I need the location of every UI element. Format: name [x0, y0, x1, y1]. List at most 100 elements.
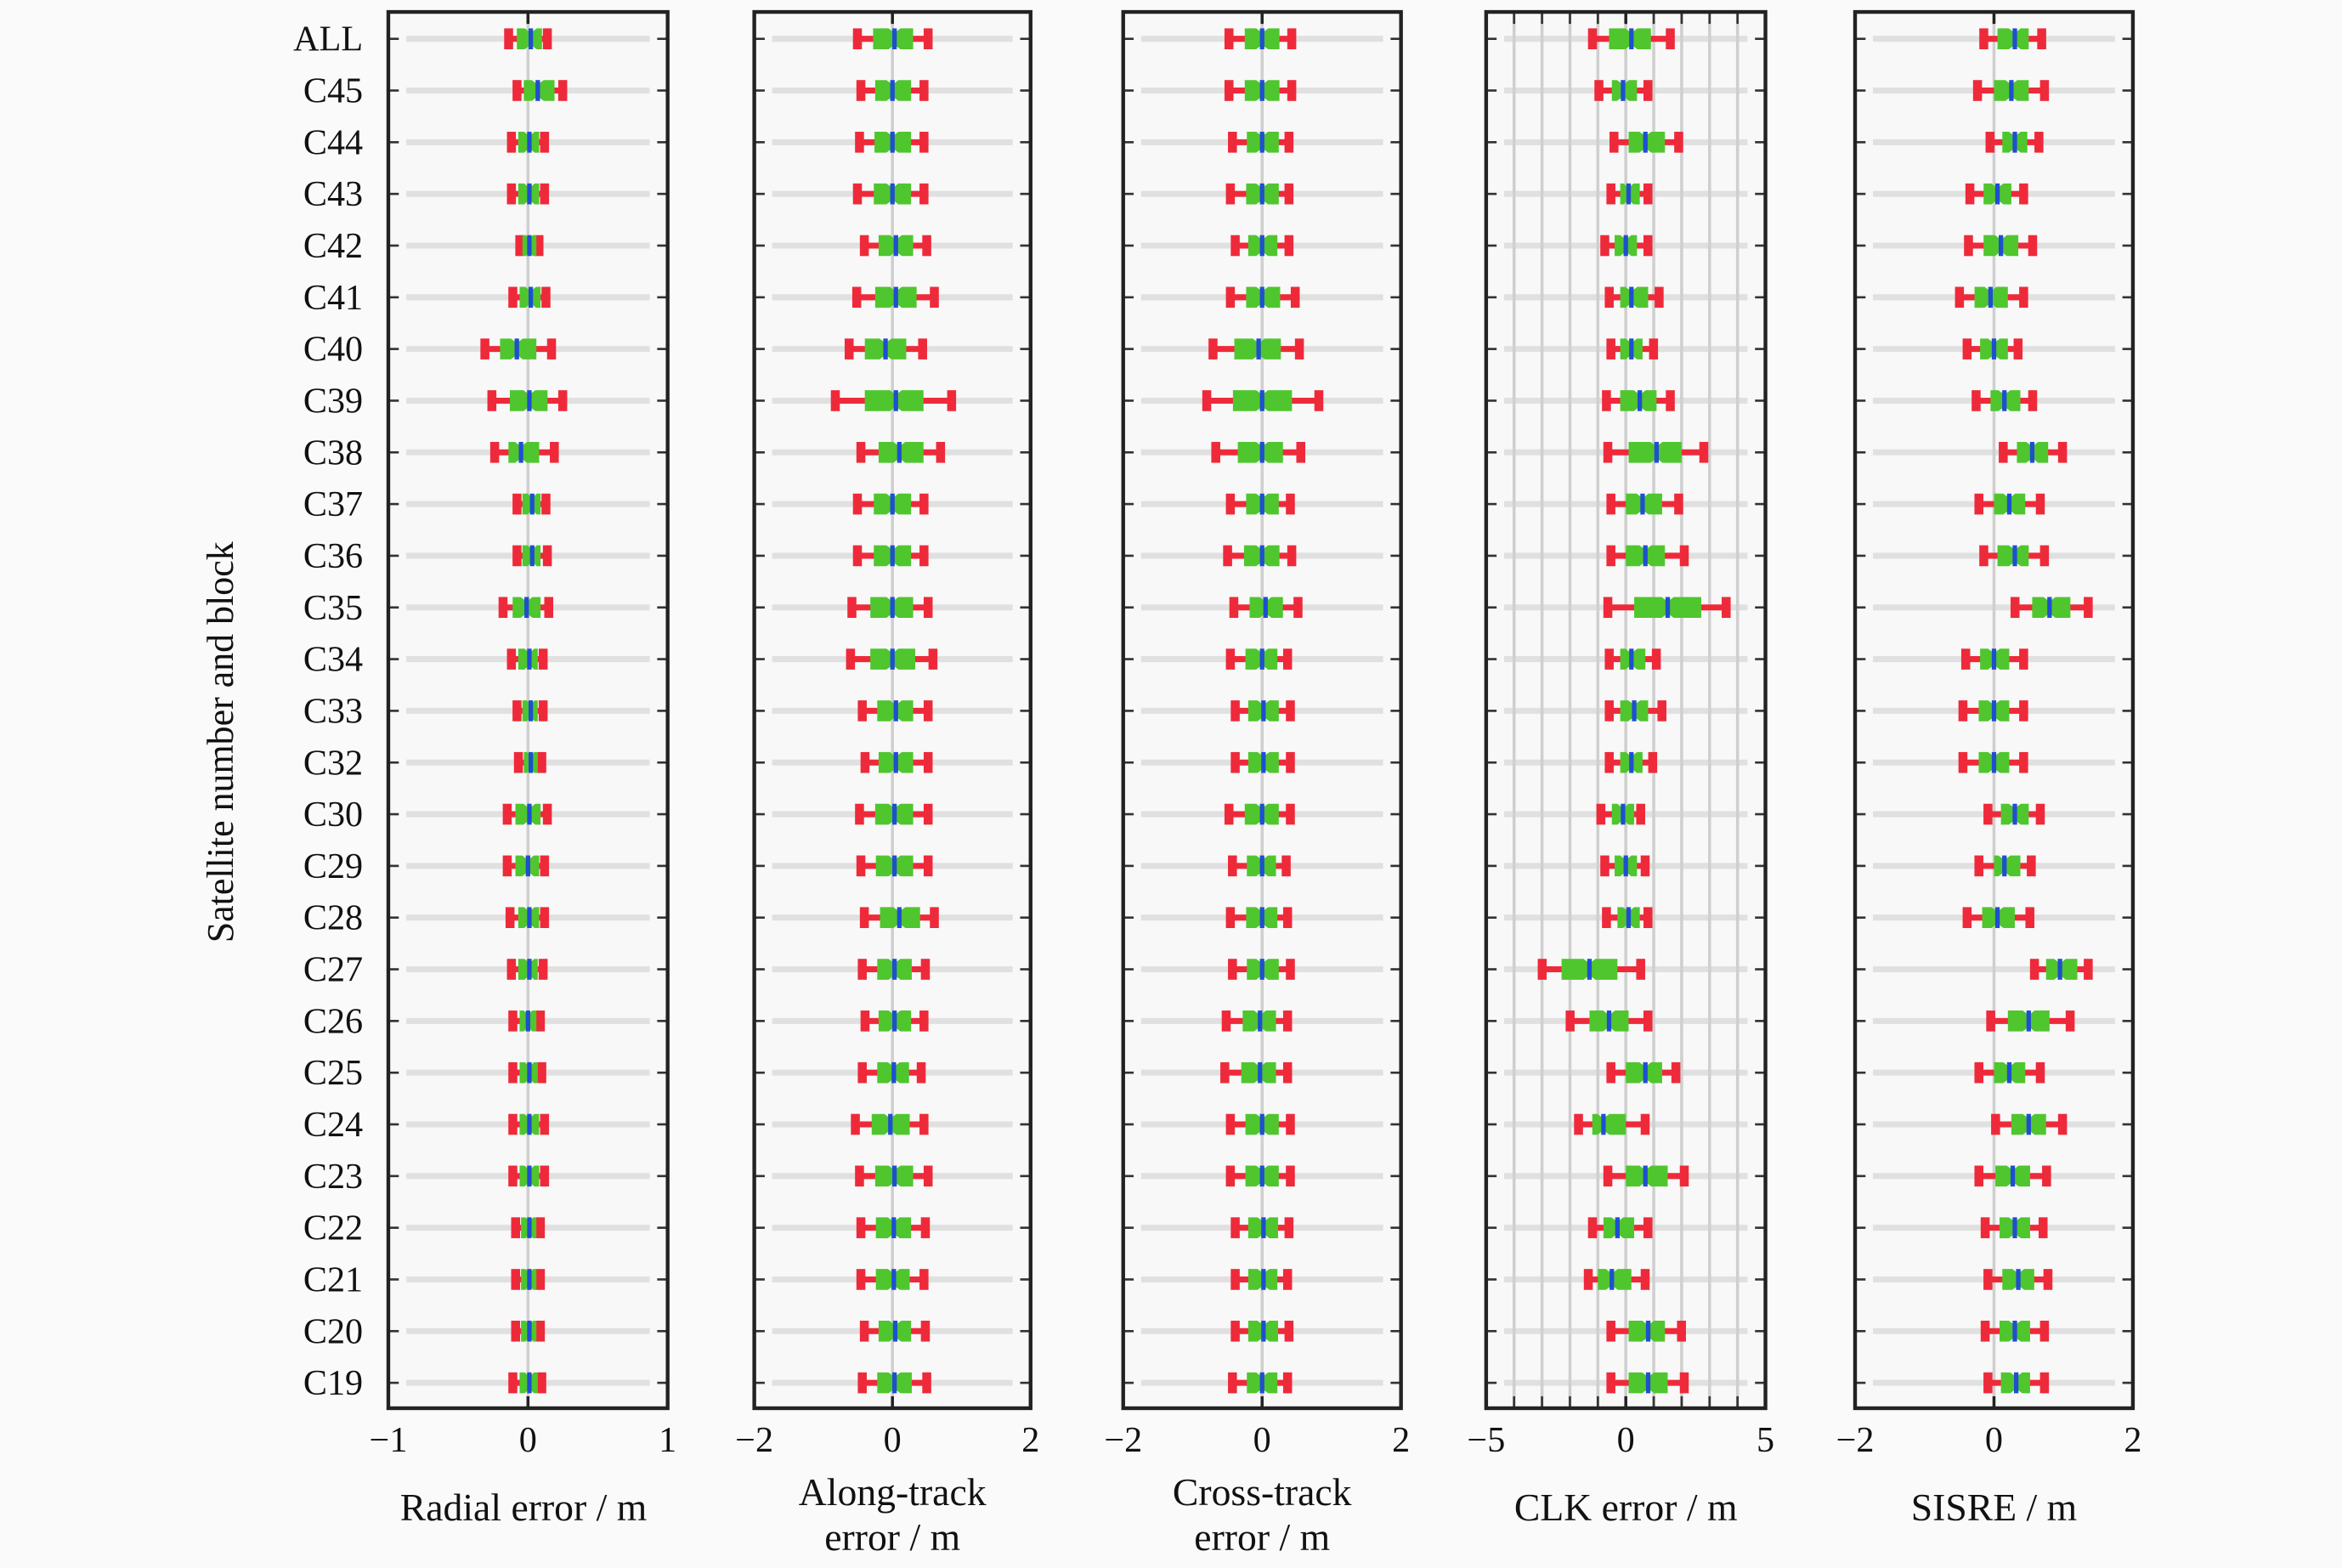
whisker-cap-high: [537, 1372, 546, 1394]
whisker-cap-high: [538, 959, 548, 980]
x-axis-label: Cross-track: [1173, 1470, 1352, 1514]
median-line: [892, 1320, 898, 1342]
median-line: [1259, 959, 1264, 980]
box-C28: [1602, 907, 1653, 928]
whisker-cap-high: [1640, 855, 1650, 877]
row-label: C26: [303, 1001, 363, 1041]
median-line: [1643, 1061, 1648, 1084]
box-C39: [487, 390, 568, 411]
median-line: [2029, 441, 2035, 463]
whisker-cap-high: [1722, 597, 1731, 619]
whisker-cap-high: [540, 1165, 550, 1187]
whisker-cap-high: [2028, 390, 2038, 411]
box-C38: [1211, 441, 1306, 463]
box-ALL: [852, 28, 933, 49]
row-label: C21: [303, 1260, 363, 1300]
whisker-cap-high: [1286, 493, 1295, 515]
box-C24: [1225, 1113, 1295, 1135]
whisker-cap-high: [1287, 545, 1297, 567]
whisker-cap-high: [1284, 1320, 1294, 1342]
panel-clk: −5 0 5 CLK error / m: [1467, 9, 1774, 1529]
box-C21: [1583, 1269, 1650, 1290]
median-line: [1621, 803, 1626, 825]
whisker-cap-high: [2019, 700, 2028, 722]
row-label: C28: [303, 898, 363, 938]
whisker-cap-low: [1983, 803, 1993, 825]
whisker-cap-high: [542, 545, 552, 567]
whisker-cap-high: [537, 1061, 546, 1084]
axes-frame: [1484, 9, 1768, 1411]
whisker-cap-low: [1972, 80, 1983, 101]
box-C26: [1986, 1010, 2075, 1032]
whisker-cap-high: [2057, 441, 2068, 463]
whisker-cap-high: [1287, 80, 1297, 101]
whisker-cap-high: [542, 28, 552, 49]
box-C42: [1600, 235, 1653, 257]
axes-frame: [386, 9, 670, 1411]
box-C34: [1225, 648, 1293, 670]
row-label: C27: [303, 950, 363, 990]
box-C32: [860, 751, 933, 773]
whisker-cap-low: [1606, 1372, 1615, 1394]
box-C42: [859, 235, 931, 257]
whisker-cap-low: [1602, 907, 1611, 928]
box-C35: [1603, 597, 1731, 619]
row-label: C25: [303, 1053, 363, 1093]
x-tick-label: −2: [735, 1420, 773, 1460]
whisker-cap-low: [508, 1372, 518, 1394]
median-line: [1643, 545, 1648, 567]
median-line: [1259, 648, 1264, 670]
median-line: [893, 751, 898, 773]
axes-frame: [1853, 9, 2136, 1411]
median-line: [2002, 390, 2007, 411]
median-line: [1991, 648, 1997, 670]
box-C37: [1974, 493, 2045, 515]
whisker-cap-low: [859, 235, 869, 257]
box-C28: [505, 907, 550, 928]
median-line: [1645, 1372, 1651, 1394]
whisker-cap-low: [1985, 132, 1995, 153]
whisker-cap-high: [923, 751, 933, 773]
whisker-cap-low: [1230, 1269, 1240, 1290]
whisker-cap-high: [1666, 28, 1675, 49]
whisker-cap-low: [512, 80, 522, 101]
whisker-cap-low: [855, 132, 864, 153]
whisker-cap-high: [916, 1061, 926, 1084]
box-C35: [498, 597, 554, 619]
median-line: [527, 183, 532, 205]
whisker-cap-low: [1606, 1320, 1615, 1342]
box-C26: [1221, 1010, 1293, 1032]
whisker-cap-low: [1991, 1113, 2000, 1135]
whisker-cap-high: [550, 441, 559, 463]
whisker-cap-low: [1974, 855, 1984, 877]
whisker-cap-high: [540, 132, 550, 153]
whisker-cap-high: [1643, 907, 1653, 928]
whisker-cap-high: [2065, 1010, 2075, 1032]
box-C40: [1208, 338, 1304, 359]
box-ALL: [504, 28, 552, 49]
box-C19: [508, 1372, 546, 1394]
whisker-cap-high: [2019, 751, 2028, 773]
whisker-cap-low: [506, 959, 517, 980]
box-C33: [1230, 700, 1295, 722]
panel-sisre: −2 0 2 SISRE / m: [1836, 9, 2141, 1529]
box-C40: [1962, 338, 2023, 359]
median-line: [890, 597, 895, 619]
median-line: [897, 907, 902, 928]
box-C24: [508, 1113, 550, 1135]
whisker-cap-high: [2039, 1320, 2050, 1342]
whisker-cap-high: [1655, 286, 1664, 309]
row-label: C43: [303, 174, 363, 214]
median-line: [892, 959, 897, 980]
x-tick-label: −5: [1467, 1420, 1505, 1460]
whisker-cap-low: [1594, 80, 1604, 101]
whisker-cap-high: [1679, 1372, 1689, 1394]
box-C33: [1958, 700, 2028, 722]
median-line: [1258, 1061, 1263, 1084]
box-C29: [856, 855, 933, 877]
box-C29: [1228, 855, 1291, 877]
box-C33: [857, 700, 933, 722]
whisker-cap-high: [541, 286, 551, 309]
